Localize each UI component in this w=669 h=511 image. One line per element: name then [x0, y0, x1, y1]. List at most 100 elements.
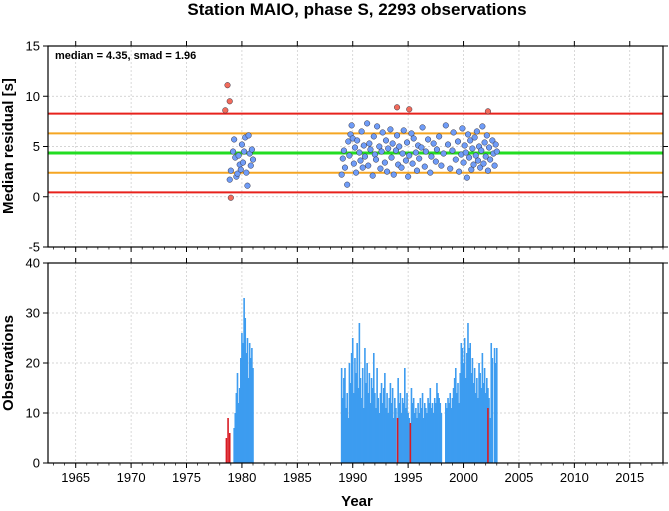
median-annotation: median = 4.35, smad = 1.96: [55, 50, 196, 62]
residual-point: [396, 143, 403, 150]
observation-bar: [490, 343, 493, 463]
residual-point: [385, 145, 392, 152]
observation-bar: [416, 418, 418, 463]
observation-bar: [437, 393, 439, 463]
outlier-bar: [225, 438, 228, 463]
residual-point: [249, 156, 257, 163]
residual-point: [245, 132, 252, 139]
y-tick-label: 20: [26, 356, 40, 371]
observation-bar: [385, 408, 387, 463]
outlier-point: [222, 107, 229, 114]
residual-point: [248, 146, 255, 153]
observation-bar: [474, 393, 477, 463]
observation-bar: [359, 378, 362, 463]
residual-point: [402, 157, 409, 164]
residual-point: [400, 127, 407, 134]
residual-point: [484, 167, 491, 174]
observation-bar: [363, 408, 365, 463]
observation-bar: [375, 408, 377, 463]
residual-point: [230, 148, 237, 155]
residual-point: [227, 167, 234, 174]
residual-point: [425, 136, 432, 143]
observation-bar: [425, 408, 427, 463]
observation-bar: [488, 398, 490, 463]
observation-bar: [418, 413, 421, 463]
residual-point: [357, 157, 364, 164]
residual-point: [234, 170, 241, 177]
observation-bar: [237, 403, 240, 463]
residual-point: [427, 169, 434, 176]
residual-point: [422, 148, 429, 155]
observation-bar: [399, 393, 402, 463]
residual-point: [382, 137, 390, 144]
observation-bar: [481, 353, 484, 463]
observation-bar: [493, 348, 496, 463]
observation-bar: [240, 358, 242, 463]
residual-point: [348, 122, 355, 129]
observation-bar: [419, 398, 422, 463]
residual-point: [340, 147, 347, 154]
observation-bar: [394, 398, 396, 463]
observation-bar: [427, 398, 429, 463]
outlier-bar: [487, 408, 489, 463]
residual-point: [359, 164, 366, 171]
residual-points: [222, 82, 500, 201]
observation-bar: [361, 368, 364, 463]
observation-bar: [462, 363, 465, 463]
observation-bar: [430, 408, 433, 463]
outlier-bar: [409, 423, 412, 463]
observation-bar: [366, 363, 368, 463]
observation-bar: [446, 408, 448, 463]
residual-point: [378, 148, 385, 155]
observation-bar: [469, 343, 471, 463]
y-tick-label: 15: [26, 39, 40, 54]
residual-point: [239, 159, 247, 166]
observation-bar: [387, 413, 389, 463]
observation-bar: [483, 368, 486, 463]
residual-point: [416, 155, 423, 162]
residual-point: [436, 133, 443, 140]
observation-bar: [458, 403, 460, 463]
residual-panel: -5 0 5 10 15 median = 4.35, smad = 1.96 Medi…: [0, 39, 668, 255]
observation-bar: [364, 348, 366, 463]
residual-point: [371, 151, 378, 158]
observation-bar: [388, 398, 391, 463]
observation-bar: [447, 398, 449, 463]
outlier-point: [484, 108, 491, 115]
observation-bar: [480, 388, 483, 463]
observation-bar: [473, 368, 476, 463]
x-tick-label: 2005: [504, 470, 533, 485]
observation-bar: [448, 403, 450, 463]
x-tick-label: 1975: [172, 470, 201, 485]
observation-bar: [368, 373, 371, 463]
residual-point: [403, 139, 411, 146]
observation-bar: [460, 343, 463, 463]
observation-bar: [354, 358, 356, 463]
residual-point: [409, 160, 416, 167]
residual-point: [432, 158, 439, 165]
residual-point: [226, 176, 233, 183]
residual-point: [419, 124, 426, 131]
observation-bar: [235, 393, 238, 463]
observation-bar: [238, 388, 241, 463]
observation-bar: [248, 343, 251, 463]
observation-bar: [252, 368, 254, 463]
observation-bar: [401, 398, 404, 463]
observations-y-axis-label: Observations: [0, 315, 17, 411]
observations-panel: 1965 1970 1975 1980 1985 1990 1995 2000 2005 2010…: [0, 256, 668, 510]
observation-bar: [244, 318, 247, 463]
observation-bar: [395, 408, 397, 463]
y-tick-label: -5: [28, 240, 40, 255]
residual-point: [470, 161, 477, 168]
observation-bar: [464, 378, 467, 463]
observation-bar: [241, 333, 243, 463]
observation-bar: [382, 388, 385, 463]
observation-bar: [389, 383, 392, 463]
observation-bar: [494, 363, 497, 463]
reference-lines: [48, 112, 663, 194]
residual-point: [477, 164, 484, 171]
observation-bar: [365, 383, 367, 463]
x-tick-label: 2010: [560, 470, 589, 485]
observation-bar: [360, 398, 363, 463]
observation-bar: [236, 373, 239, 463]
